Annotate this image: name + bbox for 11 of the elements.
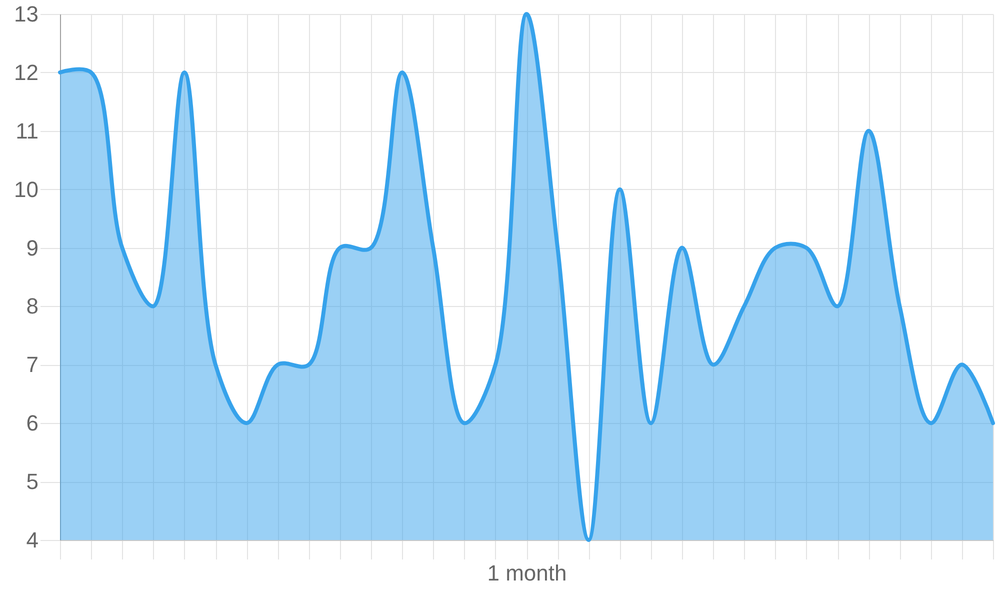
y-tick-label: 9: [26, 235, 38, 260]
y-tick-label: 7: [26, 352, 38, 378]
y-tick-label: 13: [14, 2, 38, 26]
y-tick-label: 4: [26, 528, 38, 552]
y-tick-label: 5: [26, 469, 38, 494]
y-tick-label: 12: [14, 60, 38, 85]
y-tick-label: 10: [14, 176, 38, 202]
y-tick-label: 6: [26, 410, 38, 436]
y-tick-label: 11: [16, 118, 38, 144]
x-tick-label: 1 month: [487, 560, 567, 586]
y-tick-label: 8: [26, 294, 38, 319]
